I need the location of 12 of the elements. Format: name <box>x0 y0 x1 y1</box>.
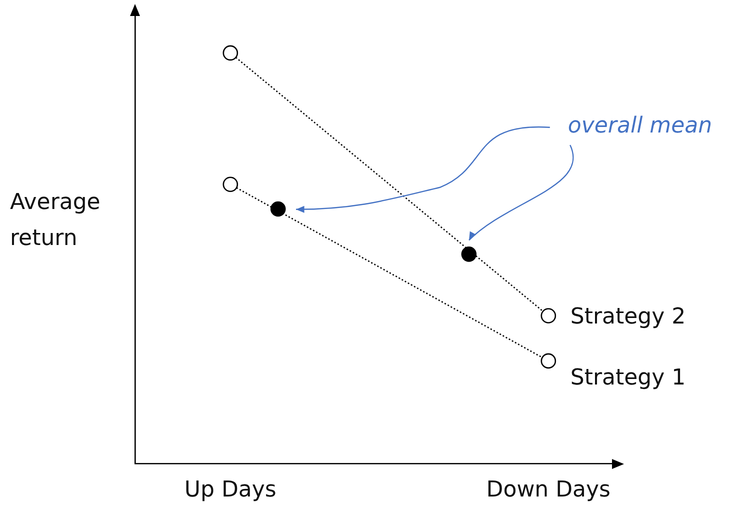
y-axis-title: Average return <box>10 189 102 253</box>
point <box>540 308 556 324</box>
x-tick-label: Down Days <box>486 478 611 503</box>
point <box>222 45 238 61</box>
series-label: Strategy 1 <box>570 366 686 391</box>
point <box>222 176 238 192</box>
point <box>461 246 477 262</box>
point <box>270 201 286 217</box>
annotation: overall mean <box>568 114 712 139</box>
point <box>540 353 556 369</box>
series-label: Strategy 2 <box>570 304 686 330</box>
x-tick-label: Up Days <box>184 478 276 503</box>
